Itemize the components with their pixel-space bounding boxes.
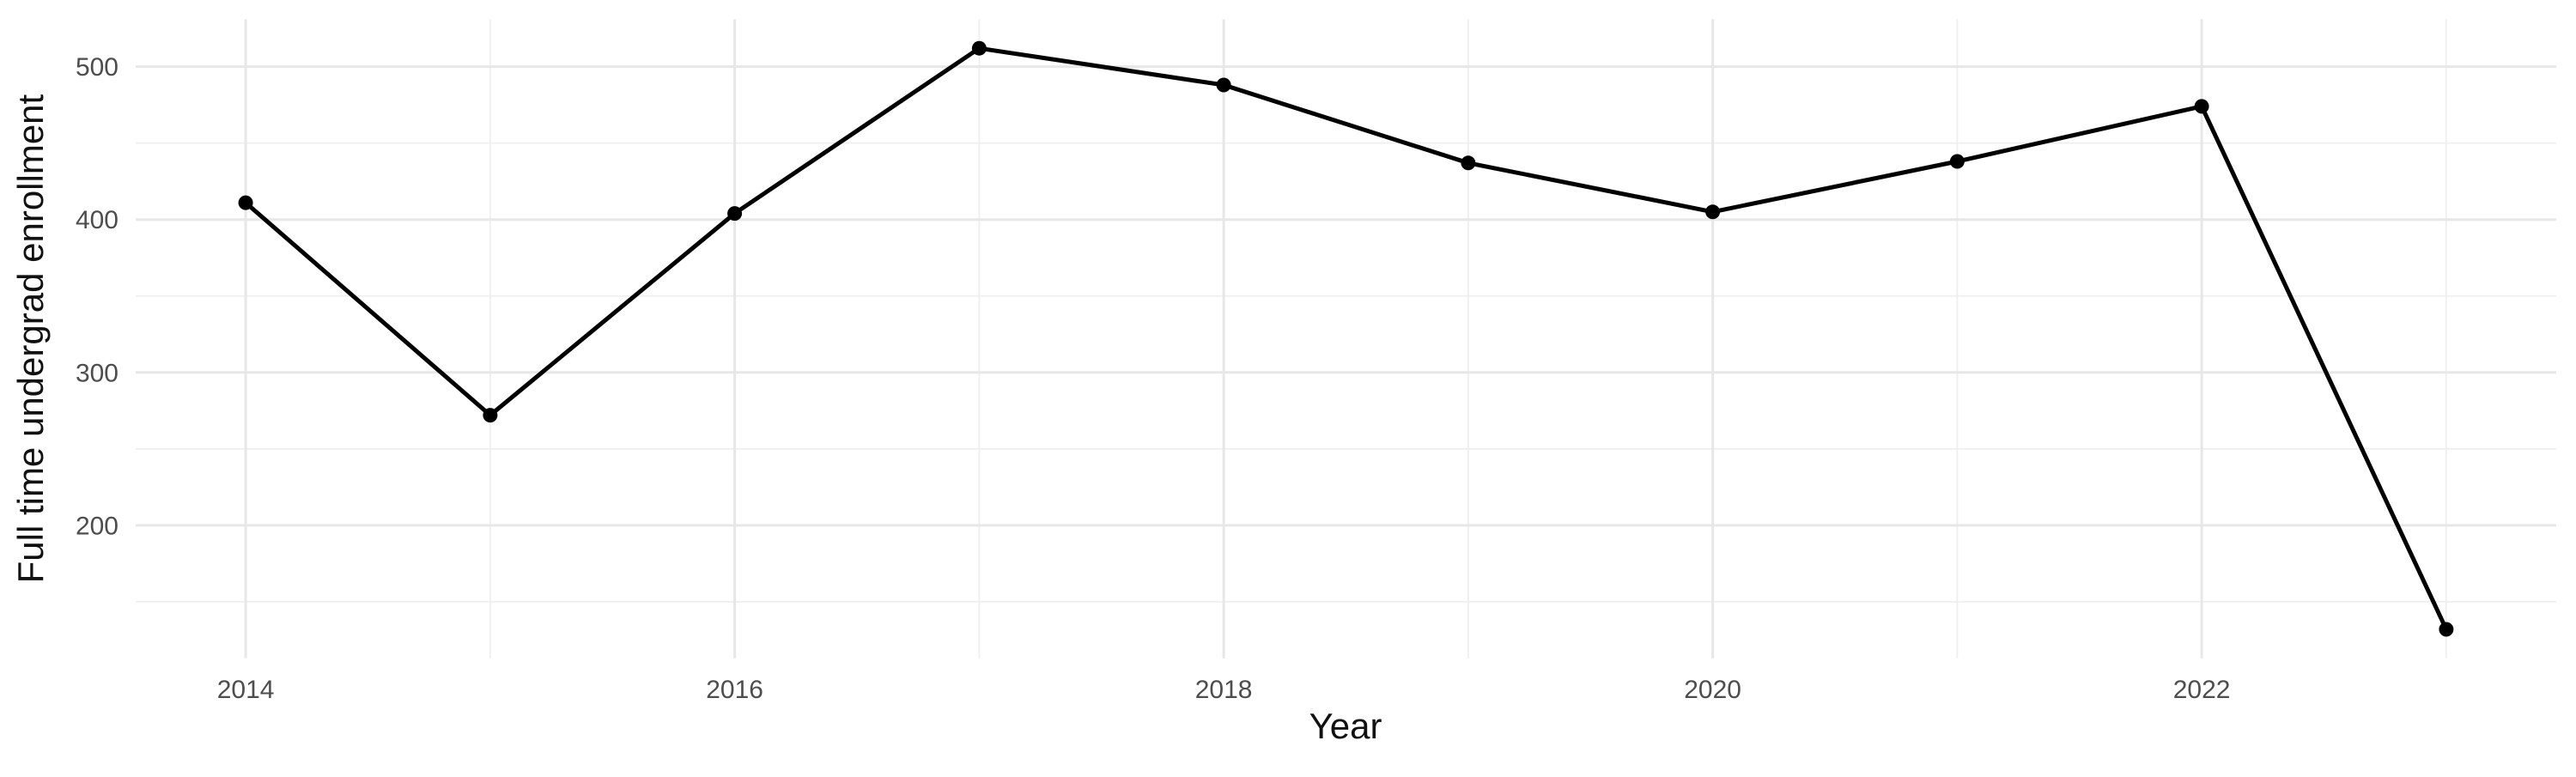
data-point-2018 xyxy=(1216,77,1231,93)
data-point-2016 xyxy=(727,206,743,222)
enrollment-line xyxy=(244,46,2449,631)
x-tick-label-2016: 2016 xyxy=(706,676,763,704)
gridlines-major xyxy=(136,19,2556,659)
tick-labels: 200 300 400 500 2014 2016 2018 2020 2022 xyxy=(76,53,2231,704)
y-tick-label-400: 400 xyxy=(76,206,118,234)
x-tick-label-2020: 2020 xyxy=(1684,676,1741,704)
data-point-2015 xyxy=(483,408,498,423)
data-point-2019 xyxy=(1461,155,1476,171)
y-tick-label-300: 300 xyxy=(76,359,118,387)
y-axis-title: Full time undergrad enrollment xyxy=(10,94,51,583)
data-point-2017 xyxy=(971,40,987,56)
x-axis-title: Year xyxy=(1309,706,1382,746)
data-point-2021 xyxy=(1949,154,1965,169)
y-tick-label-500: 500 xyxy=(76,53,118,82)
x-tick-label-2018: 2018 xyxy=(1195,676,1253,704)
data-point-2014 xyxy=(238,195,253,210)
data-point-2023 xyxy=(2439,622,2454,637)
data-point-2020 xyxy=(1705,204,1721,220)
y-tick-label-200: 200 xyxy=(76,512,118,540)
x-tick-label-2022: 2022 xyxy=(2173,676,2231,704)
gridlines-minor xyxy=(136,19,2556,659)
x-tick-label-2014: 2014 xyxy=(217,676,275,704)
data-point-2022 xyxy=(2194,99,2209,114)
enrollment-series xyxy=(238,40,2454,637)
